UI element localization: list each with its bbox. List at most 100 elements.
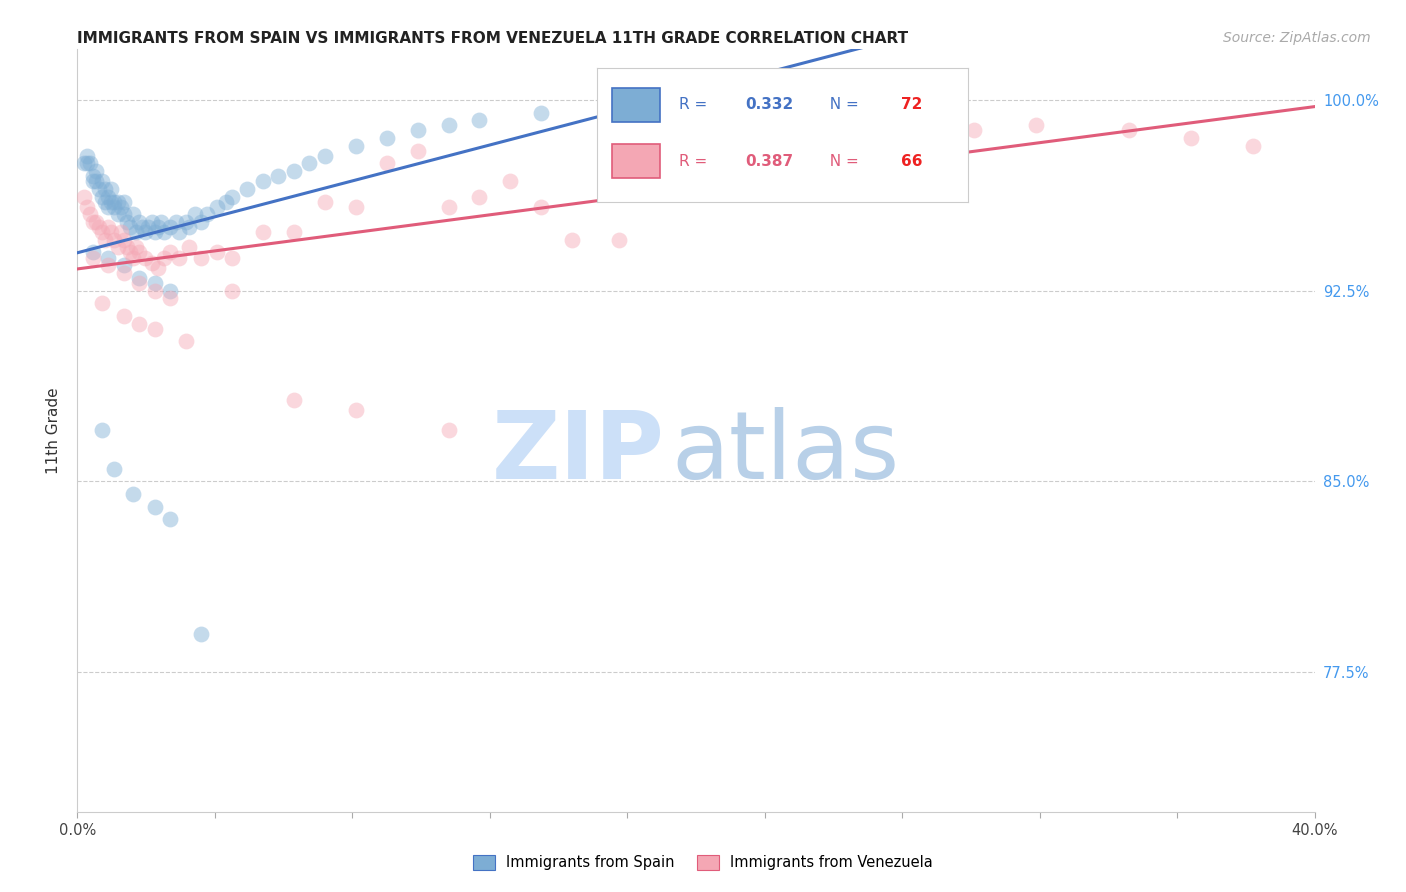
Point bbox=[76, 149, 98, 163]
Point bbox=[112, 194, 135, 209]
Point bbox=[146, 260, 169, 275]
Point bbox=[128, 215, 150, 229]
Point bbox=[112, 258, 135, 272]
Point bbox=[159, 291, 181, 305]
Point bbox=[177, 240, 200, 254]
Point bbox=[97, 258, 120, 272]
Point bbox=[118, 220, 141, 235]
Point bbox=[298, 156, 321, 170]
Point bbox=[561, 233, 583, 247]
Point bbox=[110, 200, 132, 214]
Point bbox=[143, 276, 166, 290]
Point bbox=[406, 123, 429, 137]
Point bbox=[125, 225, 148, 239]
Point bbox=[221, 251, 243, 265]
Point bbox=[118, 245, 141, 260]
Point bbox=[159, 512, 181, 526]
Point bbox=[112, 207, 135, 221]
Point bbox=[375, 131, 398, 145]
Point bbox=[314, 194, 336, 209]
Point bbox=[115, 215, 138, 229]
Point bbox=[1118, 123, 1140, 137]
Point bbox=[100, 194, 122, 209]
Point bbox=[159, 245, 181, 260]
Point bbox=[125, 240, 148, 254]
Point bbox=[205, 245, 228, 260]
Point bbox=[267, 169, 290, 184]
Point bbox=[437, 200, 460, 214]
Point bbox=[87, 182, 110, 196]
Point bbox=[82, 174, 104, 188]
Point bbox=[103, 461, 125, 475]
Point bbox=[283, 225, 305, 239]
Point bbox=[236, 182, 259, 196]
Point bbox=[344, 200, 367, 214]
Point bbox=[84, 164, 107, 178]
Point bbox=[530, 200, 553, 214]
Point bbox=[437, 119, 460, 133]
Point bbox=[190, 215, 212, 229]
Point bbox=[134, 251, 156, 265]
Point bbox=[165, 215, 187, 229]
Point bbox=[314, 149, 336, 163]
Point bbox=[100, 182, 122, 196]
Point bbox=[91, 174, 114, 188]
Point bbox=[499, 174, 522, 188]
Point bbox=[1241, 138, 1264, 153]
Point bbox=[128, 276, 150, 290]
Point bbox=[221, 284, 243, 298]
Point bbox=[177, 220, 200, 235]
Point bbox=[252, 225, 274, 239]
Point bbox=[79, 207, 101, 221]
Point bbox=[221, 189, 243, 203]
Point bbox=[97, 189, 120, 203]
Point bbox=[344, 403, 367, 417]
Y-axis label: 11th Grade: 11th Grade bbox=[46, 387, 62, 474]
Point bbox=[131, 220, 153, 235]
Point bbox=[100, 225, 122, 239]
Point bbox=[91, 225, 114, 239]
Point bbox=[901, 131, 924, 145]
Point bbox=[174, 215, 197, 229]
Point bbox=[141, 255, 163, 269]
Point bbox=[122, 487, 145, 501]
Point bbox=[134, 225, 156, 239]
Point bbox=[103, 194, 125, 209]
Point bbox=[87, 220, 110, 235]
Point bbox=[82, 251, 104, 265]
Point bbox=[159, 284, 181, 298]
Point bbox=[174, 334, 197, 349]
Text: IMMIGRANTS FROM SPAIN VS IMMIGRANTS FROM VENEZUELA 11TH GRADE CORRELATION CHART: IMMIGRANTS FROM SPAIN VS IMMIGRANTS FROM… bbox=[77, 31, 908, 46]
Point bbox=[344, 138, 367, 153]
Point bbox=[112, 309, 135, 323]
Point bbox=[110, 225, 132, 239]
Point bbox=[138, 220, 160, 235]
Point bbox=[153, 251, 176, 265]
Point bbox=[143, 225, 166, 239]
Point bbox=[146, 220, 169, 235]
Point bbox=[184, 207, 207, 221]
Point bbox=[963, 123, 986, 137]
Point bbox=[153, 225, 176, 239]
Point bbox=[252, 174, 274, 188]
Point bbox=[79, 156, 101, 170]
Point bbox=[205, 200, 228, 214]
Point bbox=[654, 123, 676, 137]
Point bbox=[72, 156, 94, 170]
Point bbox=[94, 182, 117, 196]
Point bbox=[468, 189, 491, 203]
Point bbox=[115, 240, 138, 254]
Point bbox=[143, 500, 166, 514]
Point bbox=[72, 189, 94, 203]
Point bbox=[97, 220, 120, 235]
Point bbox=[607, 233, 630, 247]
Point bbox=[143, 284, 166, 298]
Point bbox=[91, 296, 114, 310]
Point bbox=[91, 189, 114, 203]
Point bbox=[103, 200, 125, 214]
Point bbox=[97, 251, 120, 265]
Point bbox=[530, 105, 553, 120]
Point bbox=[94, 233, 117, 247]
Point bbox=[143, 321, 166, 335]
Point bbox=[76, 200, 98, 214]
